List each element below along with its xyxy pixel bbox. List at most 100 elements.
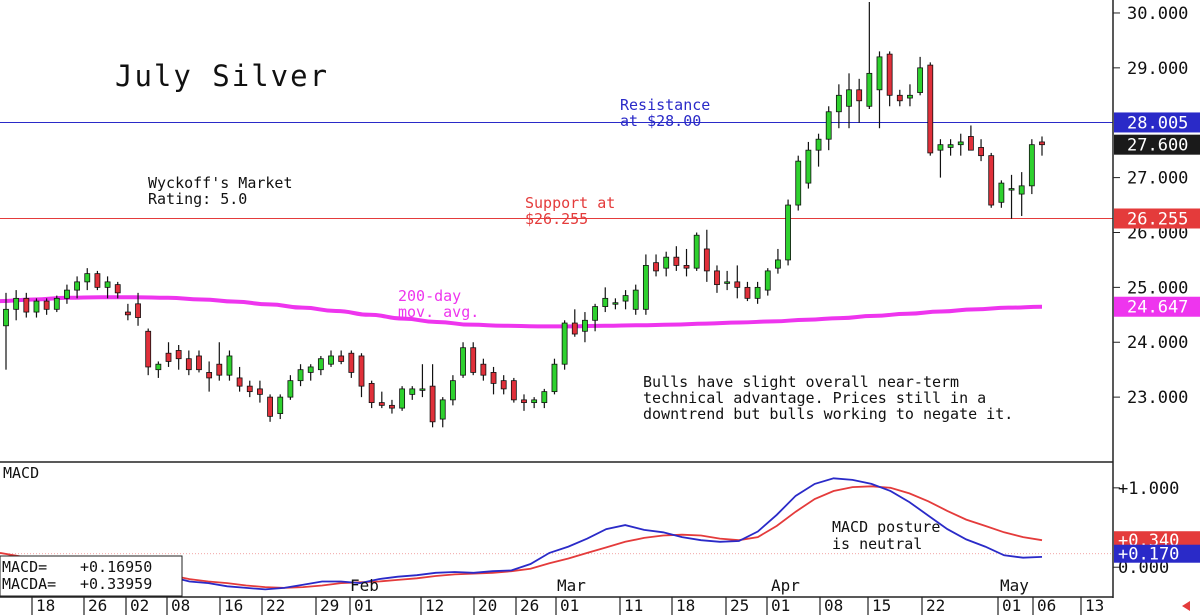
candle-body-up [1018, 185, 1025, 195]
candle-body-down [185, 358, 192, 371]
candle [785, 199, 791, 266]
time-tick-label: 18 [676, 596, 695, 615]
candle-body-up [287, 380, 294, 398]
time-tick-label: 01 [771, 596, 790, 615]
candle-body-down [521, 399, 527, 404]
arrow-left-icon[interactable] [1182, 601, 1190, 611]
candle [1028, 139, 1035, 195]
candle-body-down [927, 64, 934, 154]
candle-body-up [642, 265, 649, 310]
macd-posture-line-2: is neutral [832, 535, 922, 553]
candle [399, 386, 406, 411]
candle-body-up [53, 297, 60, 310]
candle-body-up [907, 94, 913, 99]
candle [246, 380, 253, 398]
macd-panel-label: MACD [3, 464, 39, 482]
candle-body-up [795, 160, 802, 206]
candle [835, 84, 842, 129]
candle [267, 394, 273, 422]
support-label-line-2: $26.255 [525, 210, 588, 228]
candle [612, 298, 619, 310]
time-tick-label: 22 [926, 596, 945, 615]
candle [84, 268, 91, 291]
candle [866, 2, 873, 110]
candle [622, 290, 629, 310]
candle [805, 141, 812, 189]
candle [206, 361, 213, 392]
candle [165, 342, 172, 367]
candle-body-up [866, 72, 873, 107]
price-tag-label: 24.647 [1127, 298, 1188, 318]
candle-body-up [805, 149, 812, 184]
price-tag-background [1114, 208, 1200, 229]
candle [947, 139, 954, 156]
candle [571, 309, 578, 337]
price-tag: 24.647 [1114, 296, 1200, 318]
candle [907, 84, 913, 107]
candle [94, 270, 101, 291]
month-label: Mar [557, 576, 586, 595]
candle-body-down [267, 396, 273, 417]
time-tick-label: 16 [224, 596, 243, 615]
candle-body-up [531, 399, 538, 404]
candle [257, 380, 263, 403]
candle-body-down [358, 355, 365, 387]
candle-body-up [419, 388, 426, 391]
candle-body-up [155, 363, 162, 371]
candle-body-up [297, 369, 304, 382]
price-tick-label: 30.000 [1127, 4, 1188, 24]
candle-body-down [683, 265, 690, 269]
macd-tick-label: 0.000 [1118, 558, 1169, 578]
candle-body-up [551, 363, 558, 393]
candle [856, 78, 863, 123]
candle-body-up [917, 67, 924, 93]
candle-body-up [460, 347, 466, 376]
candle-body-down [257, 388, 263, 395]
candle-body-up [632, 289, 639, 310]
candle [3, 292, 9, 370]
candle-body-up [622, 295, 629, 302]
candle-body-up [663, 256, 670, 269]
candlestick-series [3, 2, 1045, 428]
candle-body-down [246, 385, 253, 393]
candle [744, 281, 751, 302]
candle [968, 125, 974, 151]
candle [114, 281, 121, 299]
time-tick-label: 18 [36, 596, 55, 615]
candle-body-down [114, 284, 121, 294]
candle-body-up [328, 355, 334, 365]
candle [185, 350, 192, 376]
macd-tick-label: +1.000 [1118, 479, 1179, 499]
candle [775, 248, 781, 274]
candle [500, 375, 507, 395]
candle-body-down [378, 402, 385, 406]
candle [846, 73, 852, 129]
chart-title: July Silver [115, 59, 329, 93]
candle-body-up [317, 358, 324, 371]
candle-body-up [399, 388, 406, 409]
candle [683, 248, 690, 277]
candle-body-down [734, 281, 741, 288]
macd-readout-name: MACD= [2, 558, 47, 576]
candle-body-down [856, 89, 863, 102]
price-tag: 28.005 [1114, 112, 1200, 133]
candle [348, 350, 355, 378]
time-tick-label: 11 [624, 596, 643, 615]
candle [521, 394, 527, 411]
candle [317, 355, 324, 376]
candle [145, 328, 152, 376]
candle-body-down [94, 273, 101, 288]
candle-body-down [988, 155, 995, 206]
candle-body-up [1008, 188, 1015, 191]
candle [429, 364, 436, 428]
candle-body-down [510, 380, 517, 401]
price-tag: 26.255 [1114, 208, 1200, 229]
candle [978, 139, 984, 162]
candle [389, 399, 395, 414]
candle-body-down [571, 322, 578, 335]
candle-body-down [703, 248, 710, 272]
candle [1018, 172, 1025, 217]
candle-body-down [348, 352, 355, 373]
candle-body-down [124, 311, 131, 316]
macd-readout-box: MACD= +0.16950 MACDA= +0.33959 [0, 555, 183, 597]
